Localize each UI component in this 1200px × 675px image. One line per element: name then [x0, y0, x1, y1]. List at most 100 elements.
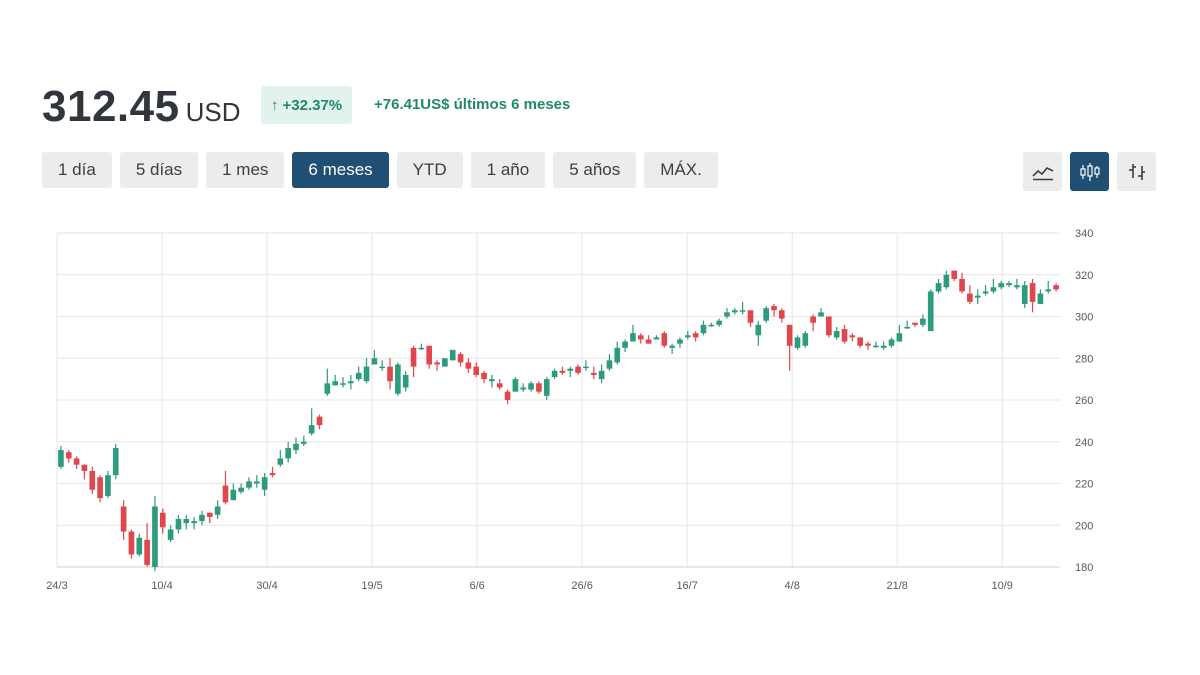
candle-body: [238, 487, 244, 492]
candle: [786, 324, 793, 371]
candle-body: [222, 485, 229, 503]
candle: [920, 314, 926, 327]
x-tick-label: 26/6: [571, 580, 592, 592]
candle-body: [308, 425, 315, 434]
candle: [849, 333, 856, 342]
candle-body: [724, 312, 730, 317]
candle: [324, 368, 331, 396]
candle-body: [58, 450, 64, 467]
candle-body: [920, 318, 926, 325]
candle: [755, 320, 762, 346]
candle-body: [449, 349, 456, 361]
candle-body: [967, 293, 973, 302]
change-absolute: +76.41US$ últimos 6 meses: [374, 96, 571, 113]
candle-body: [457, 354, 464, 363]
candle-body: [583, 366, 589, 369]
candle: [661, 331, 668, 348]
candle-body: [661, 333, 668, 346]
x-tick-label: 19/5: [361, 580, 382, 592]
candle-body: [833, 331, 840, 338]
x-tick-label: 6/6: [469, 580, 484, 592]
candle-body: [998, 283, 1005, 288]
candle: [348, 374, 354, 390]
candle-body: [97, 477, 103, 499]
range-ytd-button[interactable]: YTD: [396, 152, 463, 188]
y-tick-label: 220: [1075, 479, 1093, 491]
candle-body: [888, 339, 895, 346]
candle: [410, 345, 417, 378]
candle: [183, 514, 190, 530]
candle-body: [183, 518, 190, 524]
candle: [332, 374, 338, 386]
candle: [426, 345, 433, 369]
candle: [293, 437, 299, 455]
candle: [277, 450, 284, 467]
candle-body: [849, 335, 856, 338]
candle: [794, 335, 801, 350]
candle-body: [387, 366, 393, 382]
candle-body: [802, 333, 809, 346]
candle-body: [974, 295, 981, 298]
candle-body: [1053, 285, 1059, 290]
candle-body: [395, 364, 401, 394]
change-percent-badge: ↑ +32.37%: [261, 86, 353, 124]
candle-body: [402, 374, 409, 388]
range-5d-button[interactable]: 5 días: [119, 152, 199, 188]
candle: [152, 496, 158, 572]
candle-body: [747, 310, 754, 323]
candle: [677, 337, 683, 348]
candle: [473, 362, 480, 378]
candle: [536, 381, 542, 394]
candle: [826, 316, 832, 338]
ohlc-chart-button[interactable]: [1117, 152, 1156, 191]
candle-body: [951, 270, 958, 279]
candle-body: [489, 379, 495, 382]
range-1y-button[interactable]: 1 año: [470, 152, 546, 188]
candlestick-chart-button[interactable]: [1070, 152, 1109, 191]
candle-body: [105, 475, 111, 497]
candle: [912, 322, 918, 327]
range-5y-button[interactable]: 5 años: [553, 152, 637, 188]
candle: [512, 377, 519, 392]
range-max-button[interactable]: MÁX.: [644, 152, 718, 188]
line-chart-icon: [1031, 166, 1053, 180]
candle-body: [810, 316, 816, 323]
candle-body: [904, 326, 911, 329]
line-chart-button[interactable]: [1023, 152, 1062, 191]
candle-body: [959, 278, 965, 292]
candle: [230, 483, 237, 501]
candle-body: [504, 391, 511, 400]
candle: [418, 343, 425, 350]
candle-body: [1021, 285, 1028, 304]
y-tick-label: 240: [1075, 437, 1093, 449]
candle: [724, 308, 730, 319]
candle: [136, 533, 143, 557]
candle-body: [144, 539, 150, 565]
candle-body: [857, 337, 864, 346]
candle: [637, 333, 644, 344]
range-6m-button[interactable]: 6 meses: [292, 152, 389, 188]
candle-body: [496, 383, 503, 388]
candle: [896, 324, 903, 342]
candle: [967, 285, 973, 304]
candle-body: [818, 312, 824, 317]
candle-body: [731, 310, 738, 313]
candle: [551, 368, 558, 380]
range-1m-button[interactable]: 1 mes: [206, 152, 285, 188]
candle: [206, 512, 213, 524]
x-tick-label: 24/3: [46, 580, 67, 592]
candle-body: [324, 383, 331, 394]
candle: [951, 270, 958, 282]
candle: [873, 341, 879, 348]
y-tick-label: 340: [1075, 228, 1093, 240]
candle: [818, 308, 824, 317]
candle-body: [880, 345, 887, 348]
candle: [747, 310, 754, 327]
candle-body: [622, 341, 628, 348]
candle-body: [206, 512, 213, 517]
candle-body: [943, 274, 950, 288]
candle-body: [896, 333, 903, 342]
range-1d-button[interactable]: 1 día: [42, 152, 112, 188]
candle: [974, 289, 981, 304]
candle: [1029, 278, 1036, 313]
